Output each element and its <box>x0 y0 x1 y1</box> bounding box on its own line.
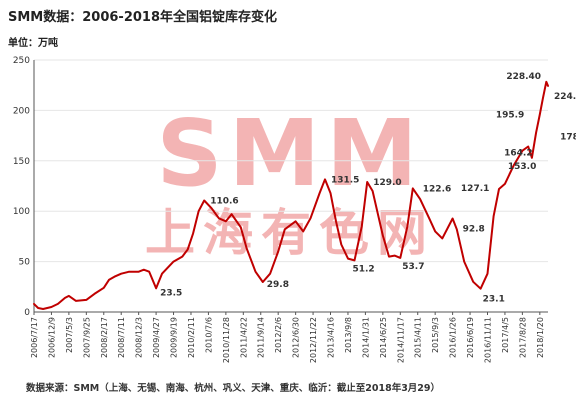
inventory-series-line <box>33 80 549 310</box>
chart-title: SMM数据：2006-2018年全国铝锭库存变化 <box>8 10 277 25</box>
x-tick-label: 2012/6/30 <box>292 317 301 358</box>
data-label: 131.5 <box>331 175 359 185</box>
data-label: 29.8 <box>267 280 289 290</box>
x-tick-label: 2016/11/11 <box>483 317 492 363</box>
data-label: 92.8 <box>463 224 485 234</box>
watermark-text-bottom: 上海有色网 <box>145 204 435 262</box>
x-tick-label: 2011/4/22 <box>239 317 248 358</box>
data-label: 228.40 <box>506 72 541 82</box>
data-label: 164.2 <box>504 148 532 158</box>
data-label: 178.0 <box>560 133 576 143</box>
data-label: 224.30 <box>554 92 576 102</box>
y-tick-label: 50 <box>19 258 31 268</box>
x-tick-label: 2018/1/20 <box>536 317 545 358</box>
x-tick-label: 2010/7/6 <box>204 317 213 353</box>
x-tick-label: 2010/2/11 <box>187 317 196 358</box>
y-axis: 0 50 100 150 200 250 <box>13 56 35 318</box>
y-tick-label: 0 <box>24 308 30 318</box>
y-tick-label: 250 <box>13 56 30 66</box>
data-label: 129.0 <box>373 178 401 188</box>
x-tick-label: 2008/7/11 <box>117 317 126 358</box>
data-label: 122.6 <box>423 184 451 194</box>
x-tick-label: 2011/9/14 <box>257 317 266 358</box>
x-tick-label: 2015/9/3 <box>431 317 440 353</box>
data-label: 127.1 <box>461 184 489 194</box>
x-tick-label: 2006/12/9 <box>47 317 56 358</box>
x-tick-label: 2008/12/3 <box>135 317 144 358</box>
data-label: 23.1 <box>483 295 505 305</box>
x-tick-label: 2016/1/26 <box>449 317 458 358</box>
x-tick-label: 2014/11/17 <box>396 317 405 363</box>
watermark-text-top: SMM <box>156 100 423 207</box>
data-label: 110.6 <box>210 197 238 207</box>
x-tick-label: 2014/1/31 <box>361 317 370 358</box>
data-label: 153.0 <box>508 162 536 172</box>
data-labels: 23.5 110.6 29.8 131.5 51.2 129.0 53.7 122.6 92.8… <box>160 72 576 305</box>
data-label: 23.5 <box>160 288 182 298</box>
x-tick-label: 2012/2/6 <box>274 317 283 353</box>
data-label: 195.9 <box>496 111 524 121</box>
x-tick-label: 2009/4/27 <box>152 317 161 358</box>
x-tick-label: 2017/4/5 <box>501 317 510 353</box>
x-tick-label: 2013/4/16 <box>327 317 336 358</box>
x-tick-label: 2010/11/28 <box>222 317 231 363</box>
data-label: 53.7 <box>402 262 424 272</box>
y-tick-label: 200 <box>13 106 30 116</box>
source-note: 数据来源：SMM（上海、无锡、南海、杭州、巩义、天津、重庆、临沂：截止至2018… <box>26 383 441 394</box>
x-tick-label: 2013/9/8 <box>344 317 353 353</box>
data-label: 51.2 <box>352 264 374 274</box>
x-tick-label: 2016/6/19 <box>466 317 475 358</box>
unit-label: 单位：万吨 <box>8 38 58 49</box>
x-tick-label: 2017/8/28 <box>518 317 527 358</box>
x-tick-label: 2007/9/25 <box>82 317 91 358</box>
y-tick-label: 100 <box>13 207 30 217</box>
x-tick-label: 2014/6/25 <box>379 317 388 358</box>
x-tick-label: 2012/11/22 <box>309 317 318 363</box>
watermark: SMM 上海有色网 <box>145 100 435 262</box>
x-tick-label: 2009/9/19 <box>170 317 179 358</box>
x-axis: 2006/7/17 2006/12/9 2007/5/3 2007/9/25 2008/… <box>30 311 548 363</box>
x-tick-label: 2008/2/17 <box>100 317 109 358</box>
x-tick-label: 2006/7/17 <box>30 317 39 358</box>
x-tick-label: 2007/5/3 <box>65 317 74 353</box>
y-tick-label: 150 <box>13 157 30 167</box>
x-tick-label: 2015/4/11 <box>414 317 423 358</box>
